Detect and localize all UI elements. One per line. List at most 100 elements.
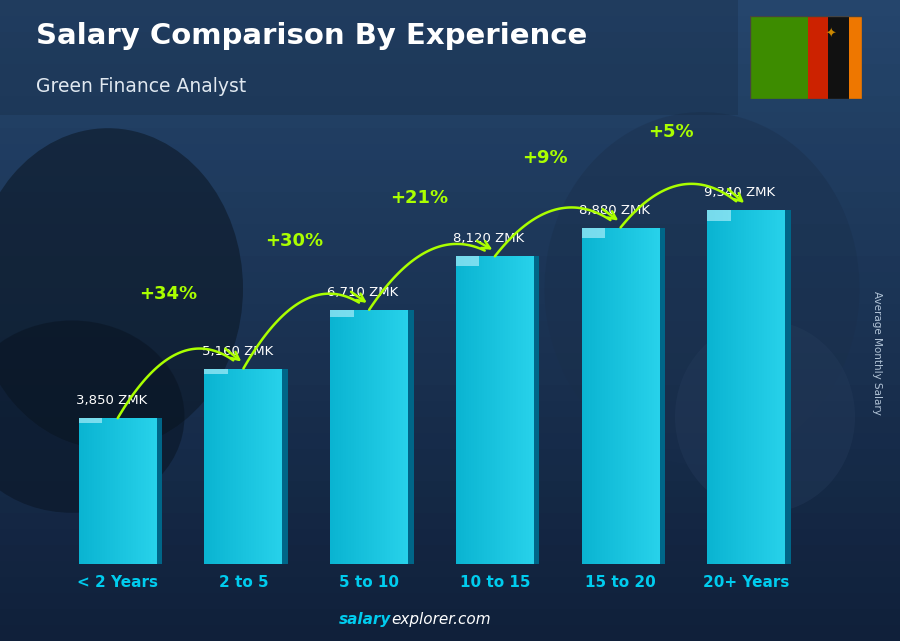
Bar: [280, 369, 283, 564]
Bar: [222, 369, 226, 564]
Bar: [0, 529, 900, 545]
Bar: [0, 593, 900, 609]
Ellipse shape: [0, 128, 243, 449]
Bar: [652, 228, 654, 564]
Bar: [112, 418, 115, 564]
Bar: [78, 418, 102, 422]
Bar: [0, 320, 900, 337]
Bar: [0, 224, 900, 240]
Bar: [380, 310, 382, 564]
Bar: [0, 577, 900, 593]
Bar: [107, 418, 110, 564]
Bar: [104, 418, 108, 564]
Bar: [741, 210, 744, 564]
Bar: [248, 369, 251, 564]
Bar: [0, 256, 900, 272]
Bar: [269, 369, 273, 564]
Bar: [610, 228, 613, 564]
Bar: [395, 310, 398, 564]
Bar: [605, 228, 608, 564]
Bar: [89, 418, 92, 564]
Bar: [461, 256, 464, 564]
Bar: [141, 418, 144, 564]
Text: ✦: ✦: [825, 28, 836, 41]
Bar: [713, 210, 716, 564]
Bar: [254, 369, 256, 564]
Bar: [472, 256, 474, 564]
Bar: [654, 228, 657, 564]
Bar: [516, 256, 518, 564]
Bar: [608, 228, 610, 564]
Bar: [639, 228, 642, 564]
Bar: [764, 210, 768, 564]
Text: +30%: +30%: [265, 232, 323, 250]
Bar: [490, 256, 492, 564]
Ellipse shape: [0, 320, 184, 513]
Bar: [243, 369, 247, 564]
Bar: [369, 310, 372, 564]
Bar: [754, 210, 757, 564]
Bar: [736, 210, 739, 564]
Bar: [110, 418, 112, 564]
Bar: [644, 228, 647, 564]
Bar: [0, 561, 900, 577]
Bar: [157, 418, 162, 564]
Bar: [636, 228, 639, 564]
Bar: [343, 310, 346, 564]
Bar: [657, 228, 660, 564]
Bar: [770, 210, 772, 564]
Bar: [340, 310, 344, 564]
Bar: [86, 418, 89, 564]
Bar: [734, 210, 736, 564]
Bar: [0, 497, 900, 513]
Bar: [613, 228, 616, 564]
Bar: [228, 369, 230, 564]
Bar: [510, 256, 513, 564]
Bar: [739, 210, 742, 564]
Bar: [359, 310, 362, 564]
Bar: [128, 418, 131, 564]
Bar: [0, 369, 900, 385]
Bar: [210, 369, 212, 564]
Bar: [649, 228, 652, 564]
Bar: [115, 418, 118, 564]
Bar: [0, 385, 900, 401]
Bar: [602, 228, 605, 564]
Bar: [505, 256, 508, 564]
Bar: [0, 545, 900, 561]
Bar: [482, 256, 485, 564]
Bar: [241, 369, 244, 564]
Text: Salary Comparison By Experience: Salary Comparison By Experience: [36, 22, 587, 51]
Bar: [646, 228, 650, 564]
Bar: [0, 0, 900, 16]
Bar: [518, 256, 521, 564]
Bar: [0, 192, 900, 208]
Bar: [236, 369, 238, 564]
Bar: [524, 256, 526, 564]
Text: 3,850 ZMK: 3,850 ZMK: [76, 394, 147, 407]
Bar: [480, 256, 482, 564]
Bar: [348, 310, 351, 564]
Bar: [587, 228, 590, 564]
Bar: [780, 210, 783, 564]
Bar: [233, 369, 236, 564]
Bar: [581, 228, 605, 238]
Bar: [408, 310, 414, 564]
Text: 8,880 ZMK: 8,880 ZMK: [579, 204, 650, 217]
Bar: [731, 210, 734, 564]
Text: 8,120 ZMK: 8,120 ZMK: [453, 233, 524, 246]
Bar: [0, 32, 900, 48]
Bar: [256, 369, 259, 564]
Bar: [660, 228, 665, 564]
Bar: [0, 208, 900, 224]
Bar: [762, 210, 765, 564]
Bar: [0, 96, 900, 112]
Bar: [521, 256, 524, 564]
Bar: [775, 210, 778, 564]
Bar: [484, 256, 487, 564]
Bar: [592, 228, 595, 564]
Bar: [330, 310, 354, 317]
Bar: [631, 228, 634, 564]
Bar: [772, 210, 775, 564]
Text: 5,160 ZMK: 5,160 ZMK: [202, 345, 273, 358]
